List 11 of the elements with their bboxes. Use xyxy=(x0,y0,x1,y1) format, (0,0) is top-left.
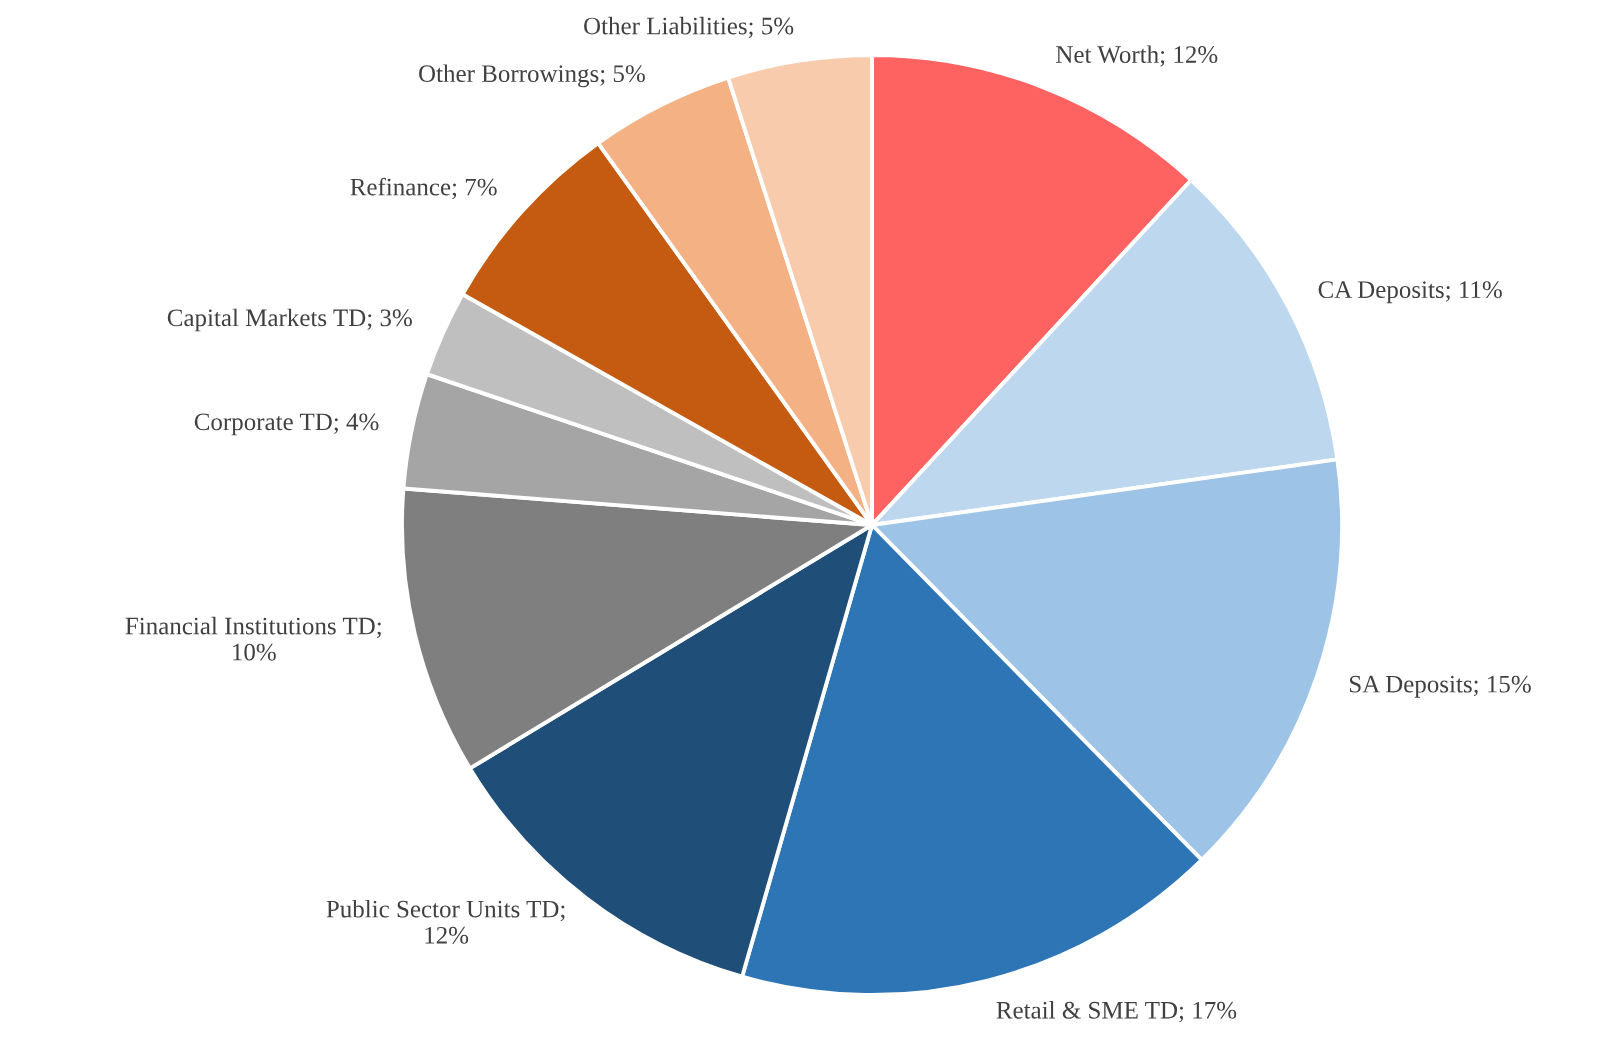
slice-label: CA Deposits; 11% xyxy=(1318,281,1502,304)
slice-label: Corporate TD; 4% xyxy=(194,413,379,436)
slice-label: Capital Markets TD; 3% xyxy=(167,308,412,332)
slice-label: Refinance; 7% xyxy=(350,177,497,200)
slice-label: Financial Institutions TD; 10% xyxy=(125,616,381,661)
slice-label: Retail & SME TD; 17% xyxy=(996,1001,1237,1023)
slice-label: Other Borrowings; 5% xyxy=(419,64,645,88)
slice-label: Net Worth; 12% xyxy=(1056,45,1218,67)
slice-label: Other Liabilities; 5% xyxy=(584,16,794,39)
slice-label: SA Deposits; 15% xyxy=(1349,675,1531,698)
slice-label: Public Sector Units TD; 12% xyxy=(326,899,565,944)
